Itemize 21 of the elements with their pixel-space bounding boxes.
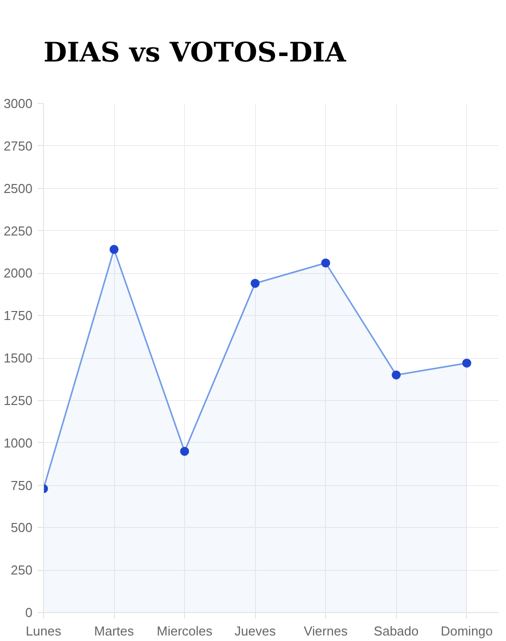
x-tick-label: Sabado [374,624,419,638]
y-tick-label: 1250 [4,392,32,408]
y-tick-label: 2250 [4,223,32,238]
y-tick-label: 0 [25,605,33,620]
x-tick-label: Viernes [304,624,348,638]
x-tick-label: Martes [94,624,134,638]
y-tick-label: 1000 [4,435,32,450]
y-tick-label: 3000 [4,96,32,111]
chart-title: DIAS vs VOTOS-DIA [44,38,348,68]
y-tick-label: 750 [10,478,33,493]
y-tick-label: 2500 [4,180,32,196]
x-tick-label: Miercoles [156,624,213,638]
y-tick-label: 1500 [4,350,32,366]
y-tick-label: 1750 [4,308,32,324]
x-tick-label: Domingo [440,624,493,638]
x-tick-label: Jueves [234,624,276,638]
y-tick-label: 500 [10,520,33,536]
y-tick-label: 2750 [4,138,32,154]
y-tick-label: 2000 [4,266,32,281]
x-tick-label: Lunes [26,624,62,638]
y-tick-label: 250 [10,562,33,578]
